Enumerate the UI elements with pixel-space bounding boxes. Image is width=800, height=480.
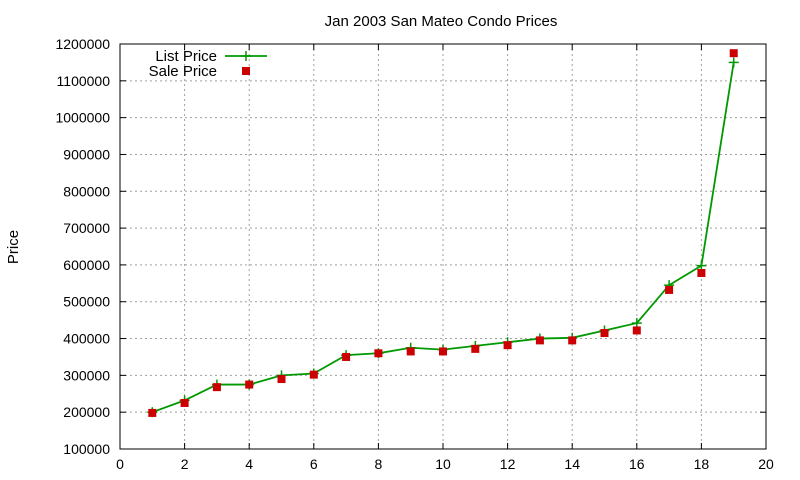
x-tick-label: 14	[564, 456, 580, 472]
x-tick-label: 2	[181, 456, 189, 472]
plot-frame	[119, 43, 767, 450]
sale-price-point	[535, 336, 544, 345]
y-tick-label: 900000	[63, 146, 110, 162]
sale-price-point	[729, 49, 738, 58]
y-tick-label: 1100000	[57, 73, 111, 89]
legend-marker-list-price	[241, 51, 251, 61]
sale-price-point	[503, 341, 512, 350]
list-price-point	[696, 260, 707, 271]
x-tick-label: 4	[245, 456, 253, 472]
sale-price-point	[697, 269, 706, 278]
x-tick-label: 20	[758, 456, 774, 472]
sale-price-point	[342, 352, 351, 361]
legend-label-list-price: List Price	[155, 48, 217, 65]
sale-price-point	[374, 349, 383, 358]
x-tick-label: 12	[500, 456, 516, 472]
sale-price-point	[309, 370, 318, 379]
sale-price-point	[471, 344, 480, 353]
y-tick-label: 300000	[63, 367, 110, 383]
sale-price-point	[632, 326, 641, 335]
legend-label-sale-price: Sale Price	[149, 63, 217, 80]
y-tick-label: 1200000	[55, 36, 110, 52]
legend-marker-sale-price	[242, 67, 250, 75]
y-tick-label: 100000	[63, 441, 110, 457]
axis-ticks: 0 2 4 6 8 10 12 14 16 18 20 100000 200000 300000 40000…	[55, 36, 774, 472]
x-tick-label: 16	[629, 456, 645, 472]
x-tick-label: 6	[310, 456, 318, 472]
y-tick-label: 500000	[63, 294, 110, 310]
y-tick-label: 400000	[63, 331, 110, 347]
sale-price-point	[277, 375, 286, 384]
y-axis-label: Price	[5, 230, 22, 264]
x-tick-label: 10	[435, 456, 451, 472]
sale-price-point	[665, 285, 674, 294]
sale-price-point	[180, 398, 189, 407]
data-marks	[147, 49, 739, 418]
list-price-point	[631, 318, 642, 329]
sale-price-point	[212, 383, 221, 392]
y-tick-label: 700000	[63, 220, 110, 236]
sale-price-point	[600, 329, 609, 338]
sale-price-point	[148, 408, 157, 417]
sale-price-point	[406, 347, 415, 356]
list-price-point	[728, 57, 739, 68]
y-tick-label: 800000	[63, 183, 110, 199]
y-tick-label: 600000	[63, 257, 110, 273]
x-tick-label: 18	[694, 456, 710, 472]
y-tick-label: 1000000	[55, 110, 110, 126]
sale-price-point	[568, 336, 577, 345]
x-tick-label: 0	[116, 456, 124, 472]
sale-price-point	[439, 347, 447, 356]
sale-price-point	[245, 380, 254, 389]
chart-title: Jan 2003 San Mateo Condo Prices	[325, 13, 558, 30]
y-tick-label: 200000	[63, 404, 110, 420]
x-tick-label: 8	[375, 456, 383, 472]
